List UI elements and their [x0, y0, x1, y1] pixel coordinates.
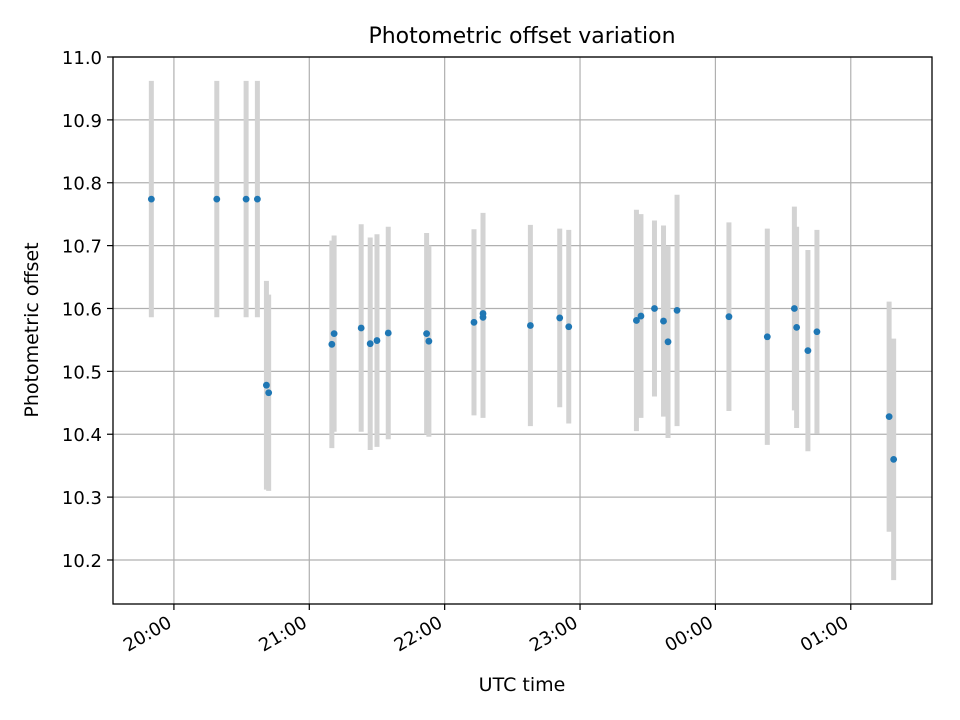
- plot-frame: [112, 56, 933, 605]
- data-point: [673, 306, 681, 314]
- data-point: [470, 318, 478, 326]
- x-axis-label: UTC time: [479, 674, 566, 696]
- y-tick-label: 10.5: [62, 362, 102, 383]
- x-tick-label: 20:00: [120, 612, 175, 656]
- data-point: [651, 305, 658, 312]
- data-point: [479, 310, 487, 317]
- data-point: [637, 312, 645, 320]
- y-axis: 10.2 10.3 10.4 10.5 10.6 10.7 10.8 10.9 11.0: [62, 48, 113, 572]
- data-point: [565, 323, 573, 331]
- y-tick-label: 11.0: [62, 48, 102, 69]
- data-point: [423, 330, 431, 338]
- data-point: [213, 195, 221, 203]
- y-axis-label: Photometric offset: [21, 242, 43, 417]
- data-point: [890, 455, 898, 463]
- data-point: [633, 317, 640, 324]
- x-tick-label: 21:00: [255, 612, 310, 656]
- data-point: [253, 195, 261, 203]
- data-point: [790, 305, 798, 312]
- data-point: [763, 333, 771, 341]
- x-tick-label: 00:00: [661, 612, 716, 656]
- data-point: [885, 413, 893, 421]
- y-tick-label: 10.2: [62, 551, 102, 572]
- data-point: [793, 323, 801, 331]
- y-tick-label: 10.4: [62, 425, 102, 446]
- data-point: [242, 195, 250, 203]
- y-tick-label: 10.6: [62, 299, 102, 320]
- chart-title: Photometric offset variation: [368, 24, 675, 49]
- data-point: [373, 337, 381, 344]
- y-tick-label: 10.9: [62, 111, 102, 132]
- y-tick-label: 10.8: [62, 174, 102, 195]
- data-point: [330, 330, 338, 338]
- gridlines: [113, 56, 932, 604]
- data-point: [660, 317, 667, 325]
- data-point: [425, 337, 433, 345]
- y-tick-label: 10.7: [62, 237, 102, 258]
- x-tick-label: 01:00: [797, 612, 852, 656]
- data-point: [725, 313, 733, 321]
- x-axis: 20:00 21:00 22:00 23:00 00:00 01:00: [120, 604, 852, 656]
- data-point: [357, 324, 365, 332]
- data-point: [556, 314, 564, 322]
- x-tick-label: 22:00: [391, 612, 446, 656]
- data-point: [366, 340, 374, 348]
- data-point: [263, 381, 270, 389]
- data-point: [384, 329, 392, 337]
- data-point: [664, 338, 672, 346]
- data-point: [265, 389, 273, 397]
- data-point: [147, 195, 155, 203]
- data-point: [328, 340, 336, 348]
- data-point: [813, 328, 821, 336]
- data-point: [526, 322, 534, 329]
- data-points: [147, 195, 898, 463]
- y-tick-label: 10.3: [62, 488, 102, 509]
- x-tick-label: 23:00: [526, 612, 581, 656]
- data-point: [804, 347, 812, 355]
- errorbars: [148, 80, 897, 581]
